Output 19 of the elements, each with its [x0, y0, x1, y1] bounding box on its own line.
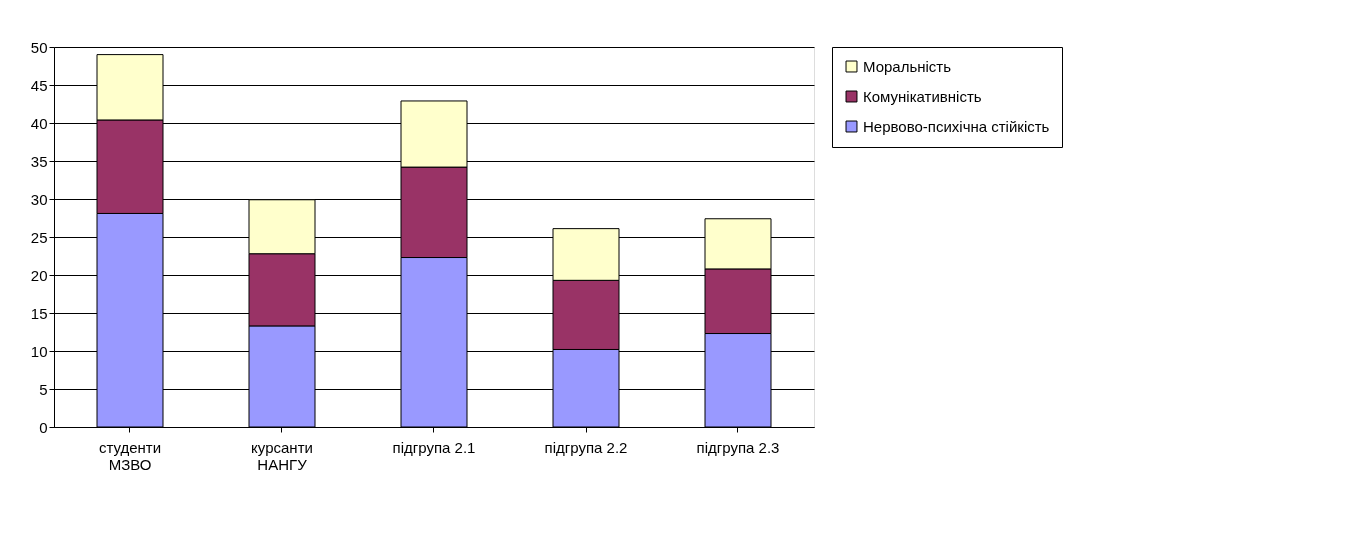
legend-label: Нервово-психічна стійкість [863, 117, 1050, 135]
y-tick-label: 25 [30, 228, 48, 246]
y-tick-label: 10 [30, 342, 48, 360]
y-tick-label: 35 [30, 152, 48, 170]
x-tick-label: підгрупа 2.3 [696, 438, 780, 456]
legend-label: Комунікативність [863, 87, 982, 105]
y-tick-label: 30 [30, 190, 48, 208]
x-tick-label: підгрупа 2.2 [544, 438, 628, 456]
x-tick-label: підгрупа 2.1 [392, 438, 476, 456]
x-tick-label: курсанти НАНГУ [251, 438, 313, 473]
y-tick-label: 50 [30, 38, 48, 56]
x-tick-label: студенти МЗВО [98, 438, 162, 473]
legend-label: Моральність [863, 57, 952, 75]
y-tick-label: 40 [30, 114, 48, 132]
y-tick-label: 20 [30, 266, 48, 284]
y-tick-label: 5 [39, 380, 48, 398]
y-tick-label: 0 [39, 418, 48, 436]
y-tick-label: 15 [30, 304, 48, 322]
y-tick-label: 45 [30, 76, 48, 94]
